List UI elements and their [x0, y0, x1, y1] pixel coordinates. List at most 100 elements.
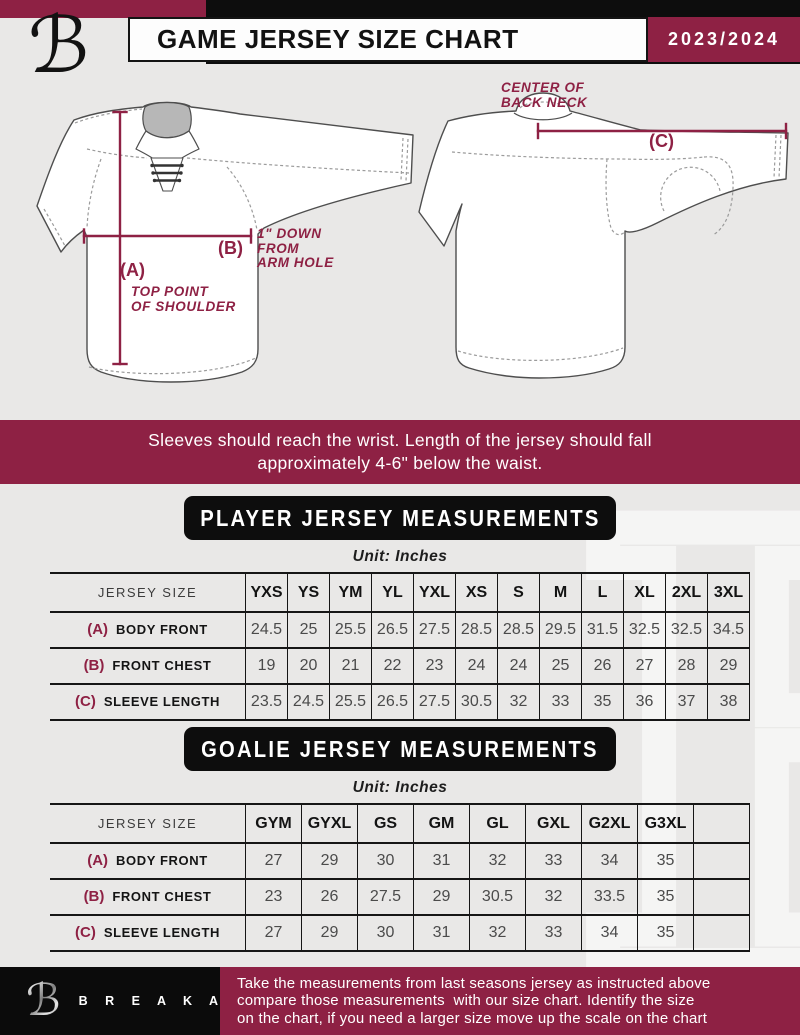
measurement-row: (A) BODY FRONT 24.5 25 25.5 26.5 27.5 28.5 28.5 2…	[50, 611, 750, 648]
measurement-value: 29	[707, 647, 750, 684]
measurement-value: 33	[525, 914, 582, 952]
footer-brand-box: ℬ B R E A K A W A Y	[0, 967, 298, 1035]
annotation-b-tag: (B)	[218, 238, 243, 259]
measurement-value: 32	[497, 683, 540, 721]
b-line1: 1" DOWN	[257, 226, 322, 241]
measure-line-b	[82, 228, 253, 244]
goalie-section-title: GOALIE JERSEY MEASUREMENTS	[201, 735, 599, 762]
front-jersey-diagram	[36, 101, 414, 383]
measurement-value: 29	[301, 842, 358, 879]
measurement-value: 32	[525, 878, 582, 915]
notice-line2: approximately 4-6" below the waist.	[257, 453, 543, 473]
jersey-size-header: JERSEY SIZE	[50, 803, 246, 843]
player-section-title-pill: PLAYER JERSEY MEASUREMENTS	[184, 496, 616, 540]
measurement-value: 27	[245, 914, 302, 952]
size-column-header: GM	[413, 803, 470, 843]
goalie-unit-label: Unit: Inches	[352, 779, 448, 796]
measurement-value: 24.5	[245, 611, 288, 648]
measurement-value: 32.5	[665, 611, 708, 648]
back-jersey-body	[418, 92, 789, 379]
size-column-header: GS	[357, 803, 414, 843]
size-header-row: JERSEY SIZE YXS YS YM YL YXL XS S M L XL 2XL 3XL	[50, 572, 750, 612]
row-tag: (B)	[83, 657, 105, 674]
b-line2: FROM	[257, 240, 300, 256]
size-column-header: GYM	[245, 803, 302, 843]
size-column-header: YM	[329, 572, 372, 612]
measurement-value: 30.5	[469, 878, 526, 915]
back-collar-base	[513, 112, 573, 121]
measurement-value: 30.5	[455, 683, 498, 721]
player-unit-label: Unit: Inches	[352, 548, 448, 565]
measurement-value: 25.5	[329, 611, 372, 648]
measurement-value: 20	[287, 647, 330, 684]
measurement-value: 25	[539, 647, 582, 684]
measurement-lines	[82, 110, 788, 366]
measurement-value: 23.5	[245, 683, 288, 721]
size-column-header: M	[539, 572, 582, 612]
annotation-a-text: TOP POINT OF SHOULDER	[131, 284, 236, 314]
size-column-header: L	[581, 572, 624, 612]
measurement-value: 29.5	[539, 611, 582, 648]
measurement-value: 27.5	[357, 878, 414, 915]
row-tag: (A)	[87, 852, 109, 869]
season-box: 2023/2024	[648, 17, 800, 62]
size-column-header: 2XL	[665, 572, 708, 612]
footer-breakaway-logo-icon: ℬ	[26, 975, 61, 1026]
size-column-header: GYXL	[301, 803, 358, 843]
b-line3: ARM HOLE	[257, 255, 334, 270]
size-column-header: YXS	[245, 572, 288, 612]
measurement-value: 29	[301, 914, 358, 952]
front-lace-grommets	[150, 163, 184, 183]
measurement-value: 35	[637, 878, 694, 915]
c-line2: BACK NECK	[501, 94, 588, 110]
page-title: GAME JERSEY SIZE CHART	[157, 24, 519, 54]
title-box: GAME JERSEY SIZE CHART	[128, 17, 648, 62]
annotation-c-text: CENTER OF BACK NECK	[501, 80, 588, 110]
measurement-value: 26	[581, 647, 624, 684]
goalie-section-title-pill: GOALIE JERSEY MEASUREMENTS	[184, 727, 616, 771]
front-jersey-body	[36, 101, 414, 383]
measurement-value: 33	[539, 683, 582, 721]
size-column-header: 3XL	[707, 572, 750, 612]
row-name: SLEEVE LENGTH	[103, 694, 220, 709]
front-collar-inner	[142, 101, 192, 139]
measurement-value: 28.5	[497, 611, 540, 648]
goalie-size-table: JERSEY SIZE GYM GYXL GS GM GL GXL G2XL G3XL (A) BO…	[50, 803, 750, 952]
measurement-value: 28	[665, 647, 708, 684]
measurement-value: 35	[637, 842, 694, 879]
measurement-value: 33	[525, 842, 582, 879]
measurement-value: 30	[357, 842, 414, 879]
row-tag: (B)	[83, 888, 105, 905]
header-maroon-strip	[0, 0, 206, 18]
measurement-value: 26.5	[371, 611, 414, 648]
front-laces	[152, 164, 182, 182]
size-column-header: G2XL	[581, 803, 638, 843]
measurement-value: 24	[497, 647, 540, 684]
measurement-value: 31	[413, 842, 470, 879]
measurement-value: 27	[245, 842, 302, 879]
row-tag: (C)	[75, 924, 96, 941]
annotation-c-tag: (C)	[649, 131, 674, 152]
measurement-value: 36	[623, 683, 666, 721]
measurement-value: 26	[301, 878, 358, 915]
measurement-value: 32	[469, 914, 526, 952]
measurement-value: 37	[665, 683, 708, 721]
measurement-value: 24.5	[287, 683, 330, 721]
measurement-value: 27.5	[413, 611, 456, 648]
measurement-value: 23	[413, 647, 456, 684]
measurement-value: 30	[357, 914, 414, 952]
footer-line3: on the chart, if you need a larger size …	[237, 1009, 708, 1027]
size-column-header: S	[497, 572, 540, 612]
breakaway-logo-icon: ℬ	[28, 1, 90, 91]
measurement-value: 32	[469, 842, 526, 879]
row-label: (B) FRONT CHEST	[50, 878, 246, 915]
measurement-value: 27.5	[413, 683, 456, 721]
row-name: BODY FRONT	[116, 853, 208, 868]
row-label: (B) FRONT CHEST	[50, 647, 246, 684]
measurement-value: 34	[581, 914, 638, 952]
row-label: (C) SLEEVE LENGTH	[50, 914, 246, 952]
measurement-value: 31	[413, 914, 470, 952]
row-name: FRONT CHEST	[112, 889, 212, 904]
measurement-value: 25.5	[329, 683, 372, 721]
back-stitch-lines	[451, 101, 782, 361]
